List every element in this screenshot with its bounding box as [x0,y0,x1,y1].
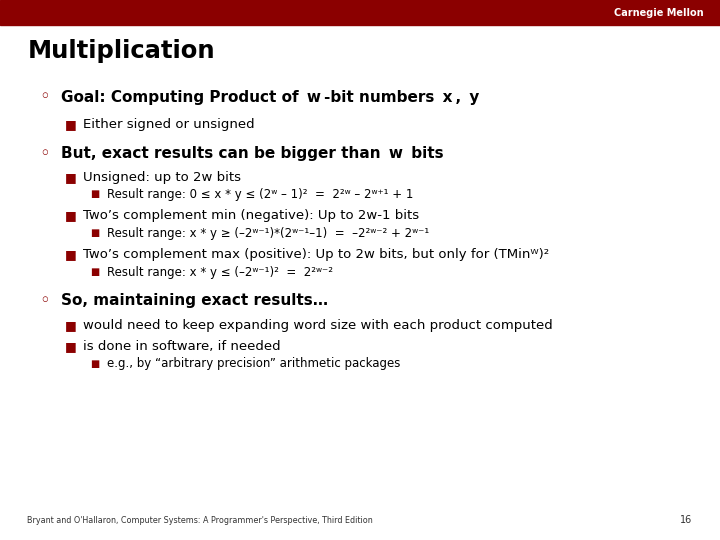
Text: ◦: ◦ [40,88,50,106]
Text: is done in software, if needed: is done in software, if needed [83,340,280,353]
Text: Goal: Computing Product of ⁠ w ⁠-bit numbers ⁠ x ⁠, ⁠ y: Goal: Computing Product of ⁠ w ⁠-bit num… [61,90,480,105]
Text: ◦: ◦ [40,145,50,163]
Text: Multiplication: Multiplication [27,39,215,63]
Text: Bryant and O'Hallaron, Computer Systems: A Programmer's Perspective, Third Editi: Bryant and O'Hallaron, Computer Systems:… [27,516,373,525]
Text: But, exact results can be bigger than  w  bits: But, exact results can be bigger than w … [61,146,444,161]
Text: e.g., by “arbitrary precision” arithmetic packages: e.g., by “arbitrary precision” arithmeti… [107,357,400,370]
Text: ■: ■ [65,319,76,332]
Text: 16: 16 [680,515,693,525]
Text: Unsigned: up to 2w bits: Unsigned: up to 2w bits [83,171,240,184]
Text: ■: ■ [65,171,76,184]
Text: ◦: ◦ [40,292,50,310]
Text: Result range: x * y ≤ (–2ʷ⁻¹)²  =  2²ʷ⁻²: Result range: x * y ≤ (–2ʷ⁻¹)² = 2²ʷ⁻² [107,266,333,279]
Text: So, maintaining exact results…: So, maintaining exact results… [61,293,328,308]
Text: ■: ■ [65,210,76,222]
Text: Result range: 0 ≤ x * y ≤ (2ʷ – 1)²  =  2²ʷ – 2ʷ⁺¹ + 1: Result range: 0 ≤ x * y ≤ (2ʷ – 1)² = 2²… [107,188,413,201]
Text: ■: ■ [90,267,99,277]
Text: ■: ■ [90,228,99,238]
Text: ■: ■ [65,248,76,261]
Text: ■: ■ [65,118,76,131]
Text: ■: ■ [65,340,76,353]
Text: Carnegie Mellon: Carnegie Mellon [614,8,703,18]
Text: Two’s complement max (positive): Up to 2w bits, but only for (TMinᵂ)²: Two’s complement max (positive): Up to 2… [83,248,549,261]
Text: Two’s complement min (negative): Up to 2w-1 bits: Two’s complement min (negative): Up to 2… [83,210,419,222]
Text: ■: ■ [90,190,99,199]
Text: would need to keep expanding word size with each product computed: would need to keep expanding word size w… [83,319,552,332]
Text: Result range: x * y ≥ (–2ʷ⁻¹)*(2ʷ⁻¹–1)  =  –2²ʷ⁻² + 2ʷ⁻¹: Result range: x * y ≥ (–2ʷ⁻¹)*(2ʷ⁻¹–1) =… [107,227,429,240]
Text: Either signed or unsigned: Either signed or unsigned [83,118,254,131]
Text: ■: ■ [90,359,99,369]
